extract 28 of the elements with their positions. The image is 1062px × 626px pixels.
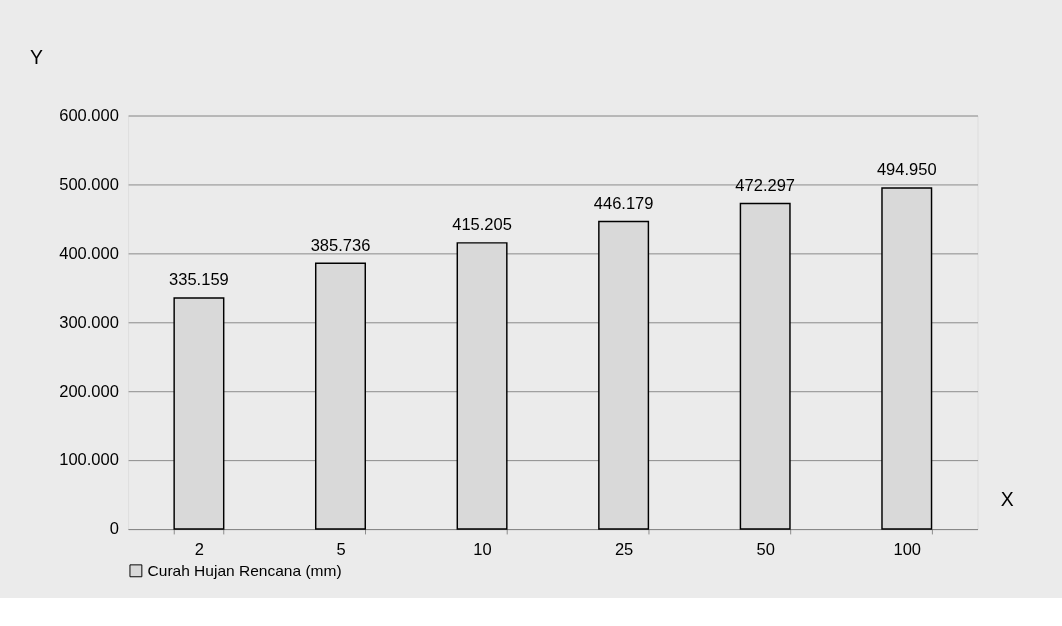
data-label: 385.736: [310, 235, 371, 254]
y-tick-label: 200.000: [59, 381, 119, 400]
bar: [456, 242, 508, 530]
bar: [598, 220, 650, 530]
data-label: 494.950: [876, 160, 937, 179]
data-label: 446.179: [593, 193, 654, 212]
x-tick-label: 10: [473, 539, 492, 558]
legend-label: Curah Hujan Rencana (mm): [147, 561, 342, 579]
x-axis-title: X: [1000, 488, 1014, 511]
x-tick-label: 100: [893, 539, 922, 558]
bar: [739, 202, 791, 530]
bar: [314, 262, 366, 530]
x-tick-label: 50: [756, 539, 775, 558]
y-tick-label: 600.000: [59, 105, 119, 124]
bar: [881, 187, 933, 530]
data-label: 415.205: [452, 215, 512, 234]
y-tick-label: 400.000: [59, 243, 119, 262]
x-tick-label: 25: [614, 539, 634, 558]
y-tick-label: 300.000: [59, 312, 119, 331]
x-tick-label: 2: [194, 539, 204, 558]
y-axis-title: Y: [29, 45, 43, 68]
data-label: 335.159: [169, 270, 229, 289]
data-label: 472.297: [735, 175, 796, 194]
y-tick-label: 0: [109, 519, 119, 538]
y-tick-label: 100.000: [59, 450, 119, 469]
x-tick-label: 5: [336, 539, 346, 558]
y-tick-label: 500.000: [59, 174, 119, 193]
bar: [173, 297, 225, 530]
